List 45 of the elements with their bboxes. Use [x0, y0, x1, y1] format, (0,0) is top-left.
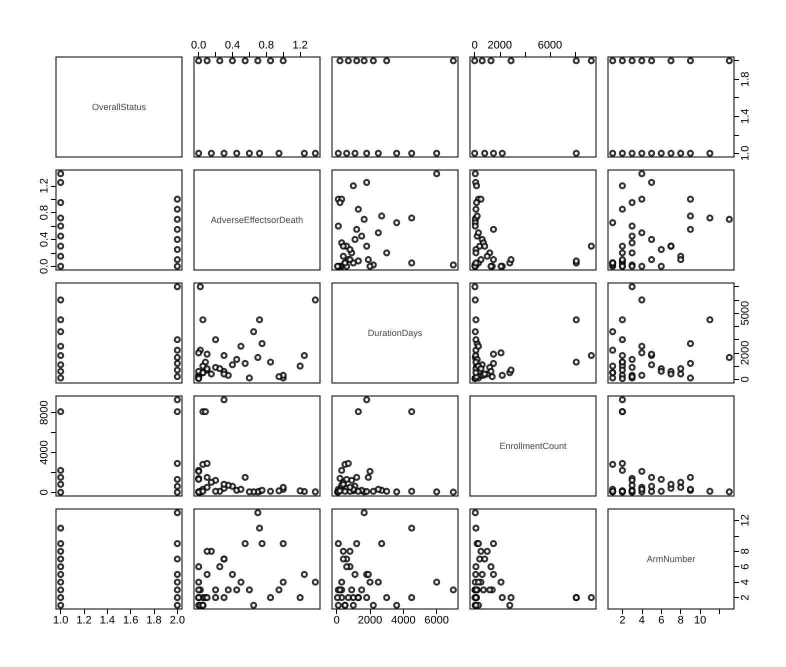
x-tick-label: 1.2 — [76, 614, 92, 626]
x-tick-label: 0.8 — [258, 40, 274, 52]
text: AdverseEffectsorDeath — [210, 215, 304, 225]
x-tick-label: 0 — [472, 40, 478, 52]
x-tick-label: 1.6 — [123, 614, 138, 626]
x-tick-label: 0.0 — [191, 40, 206, 52]
x-tick-label: 4 — [638, 614, 645, 626]
text: OverallStatus — [92, 102, 147, 112]
text: EnrollmentCount — [499, 441, 568, 451]
x-tick-label: 0 — [334, 614, 340, 626]
x-tick-label: 10 — [694, 614, 706, 626]
y-tick-label: 4000 — [38, 440, 50, 465]
x-tick-label: 2 — [619, 614, 626, 626]
y-tick-label: 6 — [740, 564, 752, 570]
y-tick-label: 1.8 — [740, 72, 752, 87]
x-tick-label: 6000 — [538, 40, 562, 52]
y-tick-label: 0 — [740, 376, 752, 382]
y-tick-label: 0.0 — [38, 258, 50, 274]
y-tick-label: 8000 — [38, 400, 50, 425]
y-tick-label: 1.4 — [740, 108, 752, 124]
x-tick-label: 4000 — [391, 614, 416, 626]
y-tick-label: 5000 — [740, 300, 752, 326]
text: DurationDays — [368, 328, 423, 338]
x-tick-label: 1.4 — [100, 614, 115, 626]
x-tick-label: 1.2 — [292, 40, 308, 52]
y-tick-label: 12 — [740, 514, 752, 527]
x-tick-label: 0.4 — [224, 40, 240, 52]
y-tick-label: 0.8 — [38, 204, 50, 220]
text: ArmNumber — [646, 554, 696, 564]
y-tick-label: 1.0 — [740, 146, 752, 161]
y-tick-label: 1.2 — [38, 178, 50, 194]
y-tick-label: 2 — [740, 594, 752, 601]
x-tick-label: 8 — [678, 614, 684, 626]
x-tick-label: 2000 — [488, 40, 512, 52]
x-tick-label: 6000 — [424, 614, 449, 626]
y-tick-label: 2000 — [740, 340, 752, 366]
y-tick-label: 0.4 — [38, 232, 50, 248]
x-tick-label: 2.0 — [170, 614, 185, 626]
y-tick-label: 4 — [740, 579, 752, 586]
x-tick-label: 6 — [658, 614, 664, 626]
y-tick-label: 8 — [740, 548, 752, 554]
x-tick-label: 1.0 — [53, 614, 68, 626]
x-tick-label: 1.8 — [146, 614, 162, 626]
x-tick-label: 2000 — [358, 614, 382, 626]
y-tick-label: 0 — [38, 489, 50, 496]
